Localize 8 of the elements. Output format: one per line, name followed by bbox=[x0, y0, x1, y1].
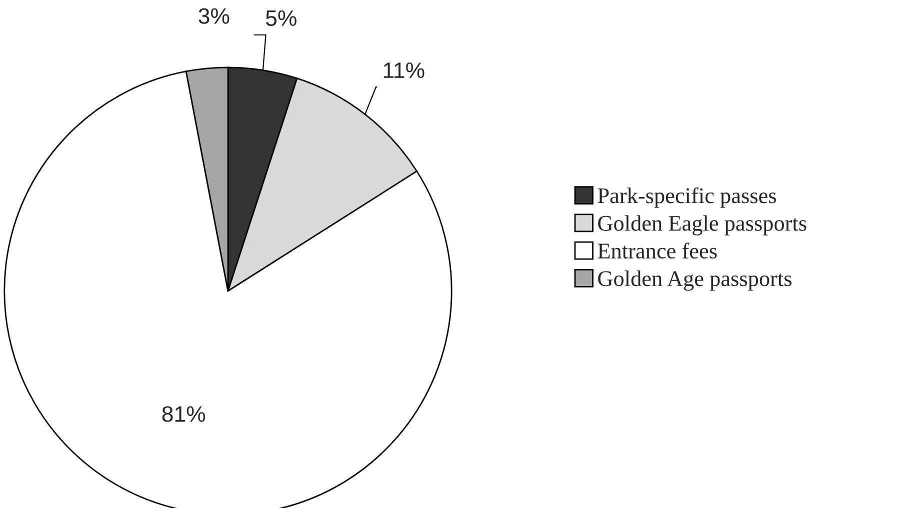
legend-label: Park-specific passes bbox=[598, 187, 776, 208]
data-label: 3% bbox=[198, 8, 230, 24]
legend-label: Golden Age passports bbox=[598, 270, 792, 291]
data-label: 11% bbox=[384, 62, 424, 78]
data-label: 5% bbox=[266, 10, 296, 26]
legend-label: Entrance fees bbox=[598, 242, 717, 259]
data-label: 81% bbox=[162, 406, 206, 422]
legend-label: Golden Eagle passports bbox=[598, 215, 806, 236]
